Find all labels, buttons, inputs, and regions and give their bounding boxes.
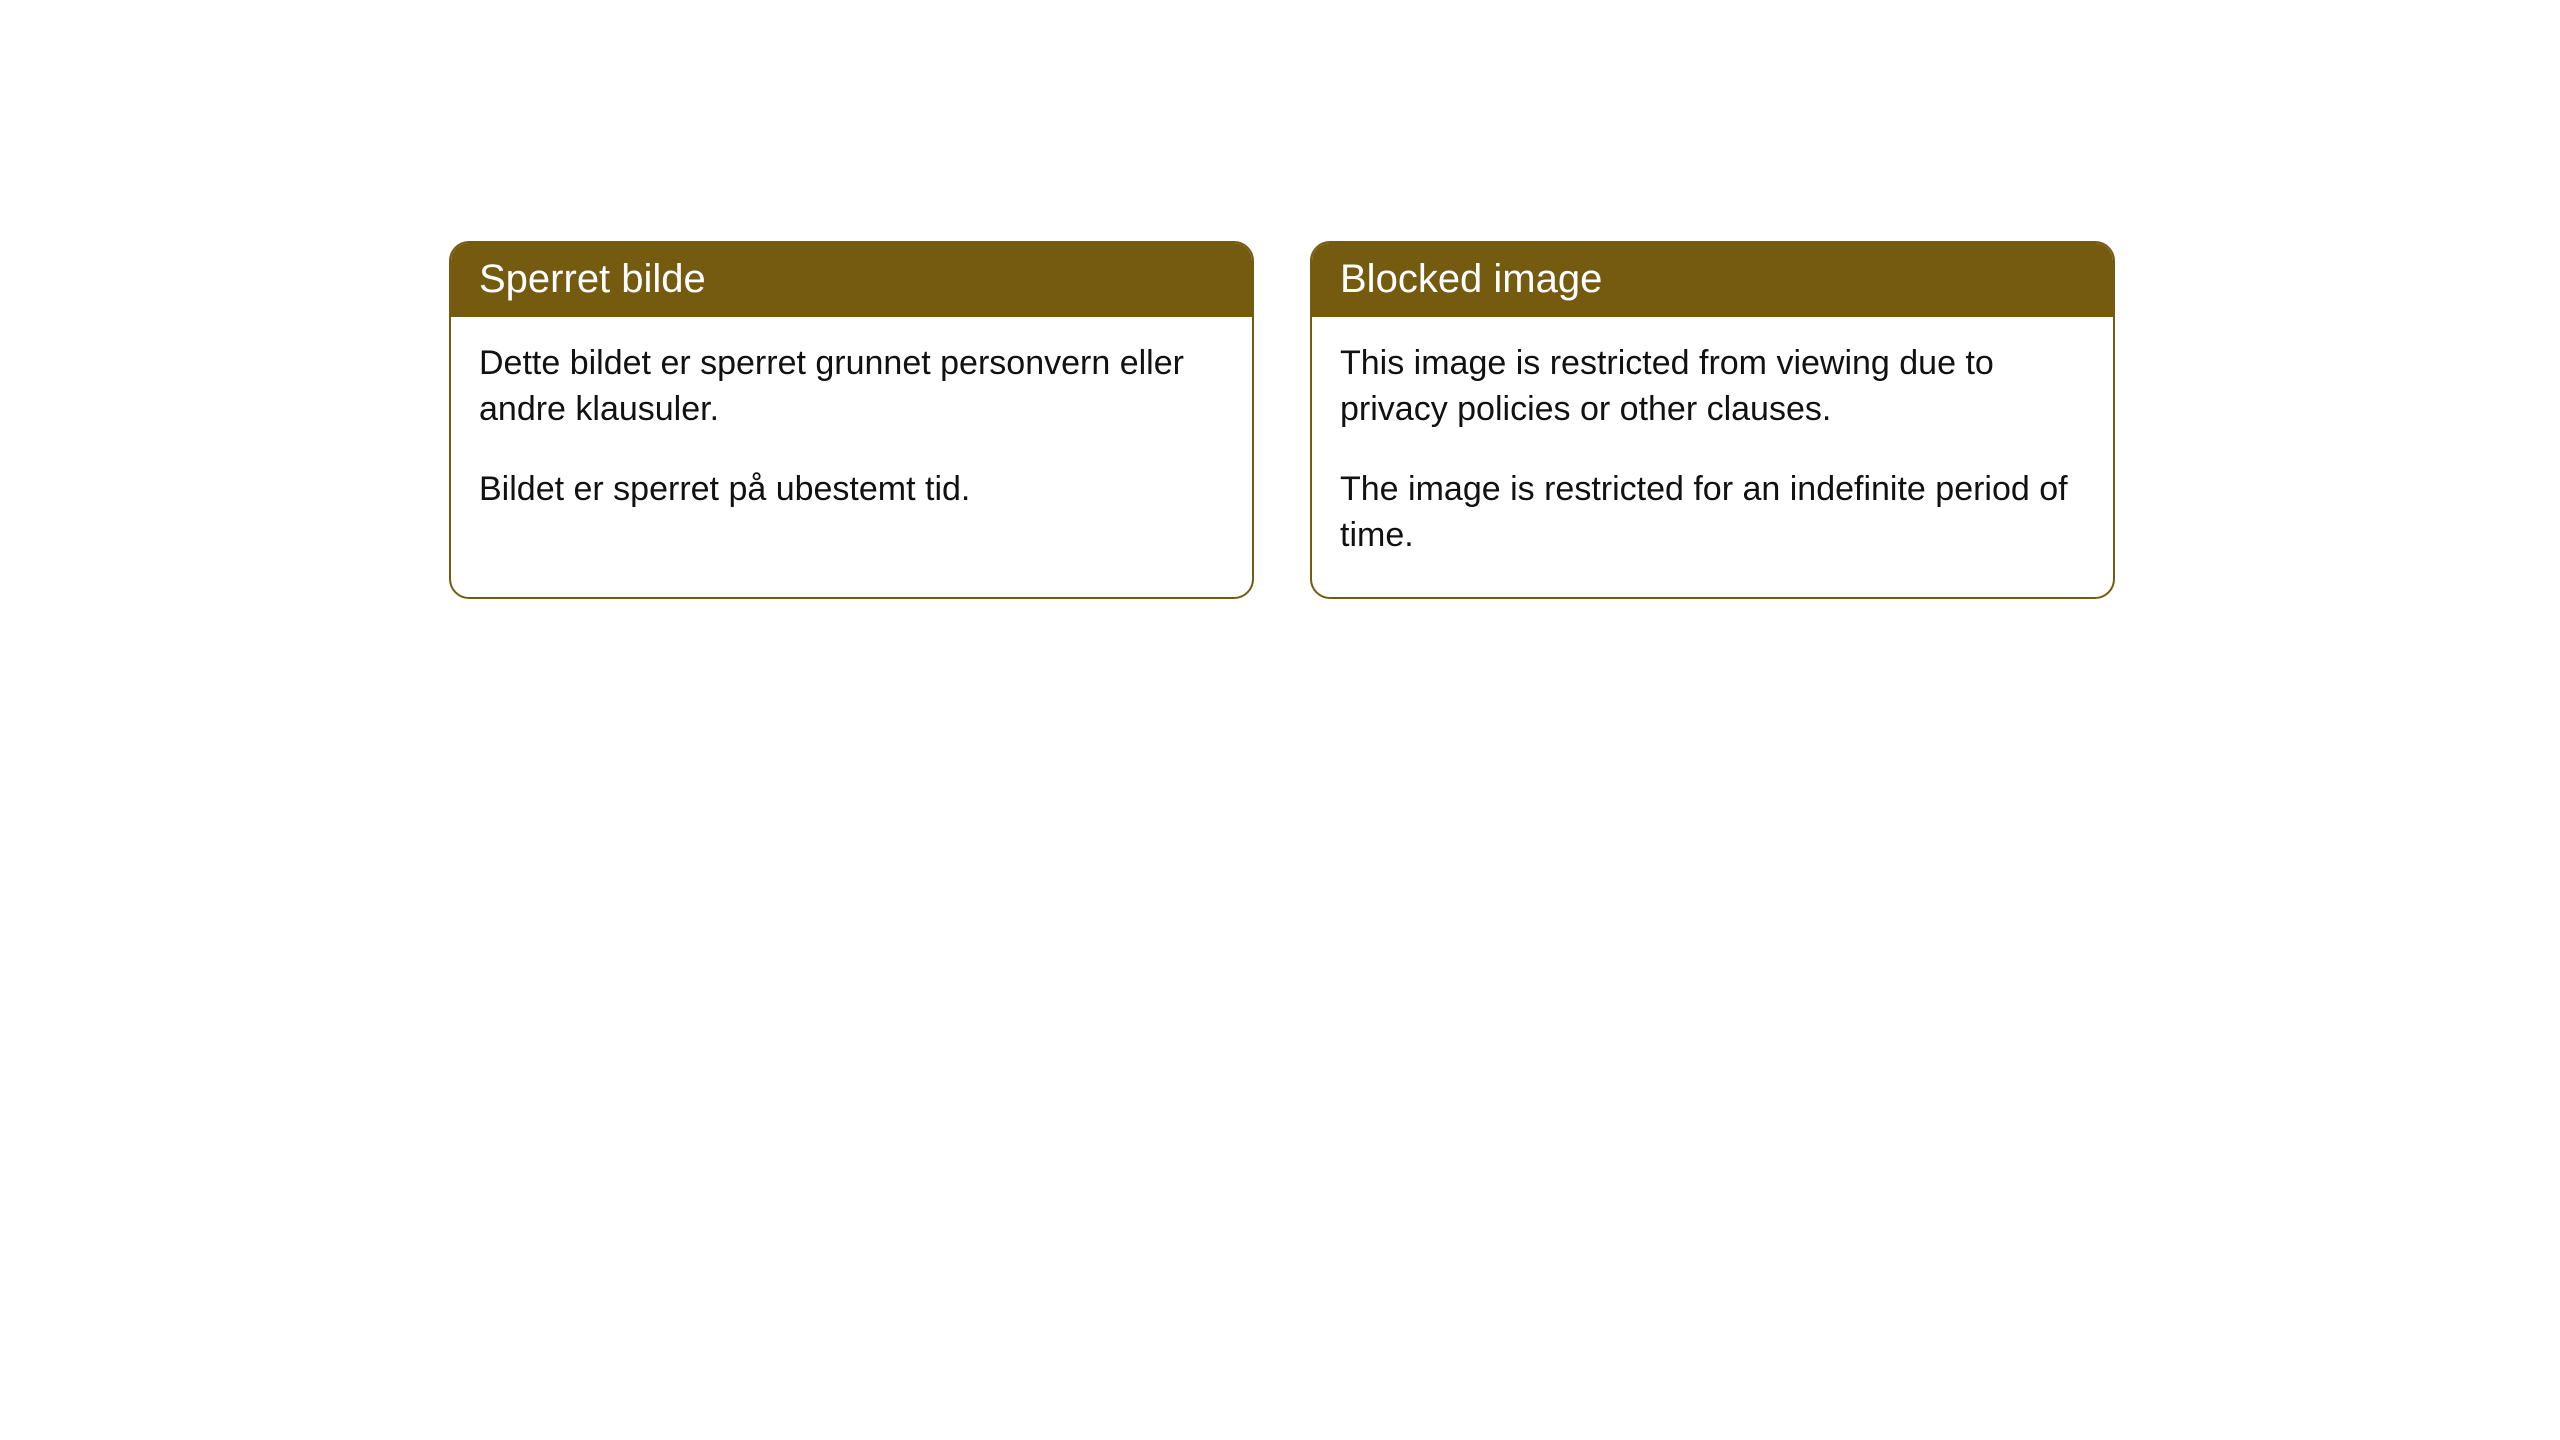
notice-card-norwegian: Sperret bilde Dette bildet er sperret gr…: [449, 241, 1254, 599]
card-paragraph: The image is restricted for an indefinit…: [1340, 467, 2085, 559]
card-title-norwegian: Sperret bilde: [451, 243, 1252, 317]
notice-container: Sperret bilde Dette bildet er sperret gr…: [0, 0, 2560, 599]
notice-card-english: Blocked image This image is restricted f…: [1310, 241, 2115, 599]
card-paragraph: Bildet er sperret på ubestemt tid.: [479, 467, 1224, 513]
card-title-english: Blocked image: [1312, 243, 2113, 317]
card-paragraph: This image is restricted from viewing du…: [1340, 341, 2085, 433]
card-body-norwegian: Dette bildet er sperret grunnet personve…: [451, 317, 1252, 551]
card-body-english: This image is restricted from viewing du…: [1312, 317, 2113, 597]
card-paragraph: Dette bildet er sperret grunnet personve…: [479, 341, 1224, 433]
